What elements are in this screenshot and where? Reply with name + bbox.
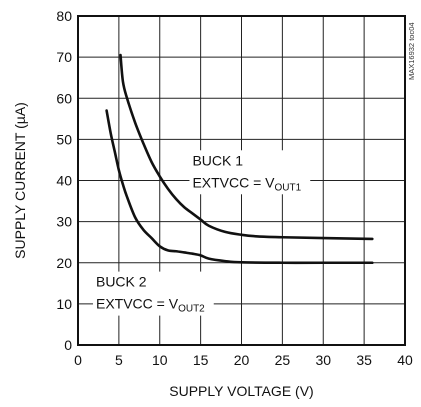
- annotation-buck-1: BUCK 1 EXTVCC = VOUT1: [189, 150, 311, 195]
- y-tick-label: 70: [56, 49, 72, 65]
- annotation-buck-2-background: [92, 271, 214, 316]
- annotation-buck-1-condition-main: EXTVCC = V: [192, 174, 275, 190]
- series-line-buck-1: [119, 53, 374, 241]
- x-tick-label: 35: [356, 352, 372, 368]
- y-tick-label: 50: [56, 131, 72, 147]
- annotation-buck-2-condition-main: EXTVCC = V: [96, 296, 179, 312]
- x-tick-label: 30: [315, 352, 331, 368]
- series-line-buck-2: [105, 109, 374, 265]
- tick-labels: 0 5 10 15 20 25 30 35 40 0 10 20 30 40 50 60 70 80: [56, 8, 413, 368]
- annotation-buck-2-condition: EXTVCC = VOUT2: [96, 296, 205, 315]
- y-tick-label: 10: [56, 296, 72, 312]
- y-tick-label: 30: [56, 214, 72, 230]
- annotation-buck-2-title: BUCK 2: [96, 274, 147, 290]
- plot-frame: [77, 15, 406, 346]
- y-tick-label: 80: [56, 8, 72, 24]
- x-tick-label: 20: [234, 352, 250, 368]
- series-layer: [105, 53, 374, 265]
- x-tick-label: 5: [115, 352, 123, 368]
- annotation-buck-2-condition-subscript: OUT2: [178, 304, 205, 315]
- x-tick-label: 40: [397, 352, 413, 368]
- figure-id-label: MAX16932 toc04: [407, 22, 416, 80]
- annotation-buck-1-condition: EXTVCC = VOUT1: [192, 174, 301, 193]
- y-axis-title: SUPPLY CURRENT (µA): [12, 102, 28, 259]
- x-tick-label: 10: [152, 352, 168, 368]
- annotation-buck-1-title: BUCK 1: [192, 152, 243, 168]
- y-tick-label: 20: [56, 255, 72, 271]
- annotation-buck-1-background: [189, 150, 311, 195]
- y-tick-label: 60: [56, 90, 72, 106]
- x-tick-label: 15: [193, 352, 209, 368]
- y-tick-label: 40: [56, 173, 72, 189]
- annotation-buck-2: BUCK 2 EXTVCC = VOUT2: [92, 271, 214, 316]
- annotation-buck-1-condition-subscript: OUT1: [275, 182, 302, 193]
- x-tick-label: 25: [275, 352, 291, 368]
- x-axis-title: SUPPLY VOLTAGE (V): [169, 383, 313, 399]
- x-tick-label: 0: [74, 352, 82, 368]
- y-tick-label: 0: [64, 337, 72, 353]
